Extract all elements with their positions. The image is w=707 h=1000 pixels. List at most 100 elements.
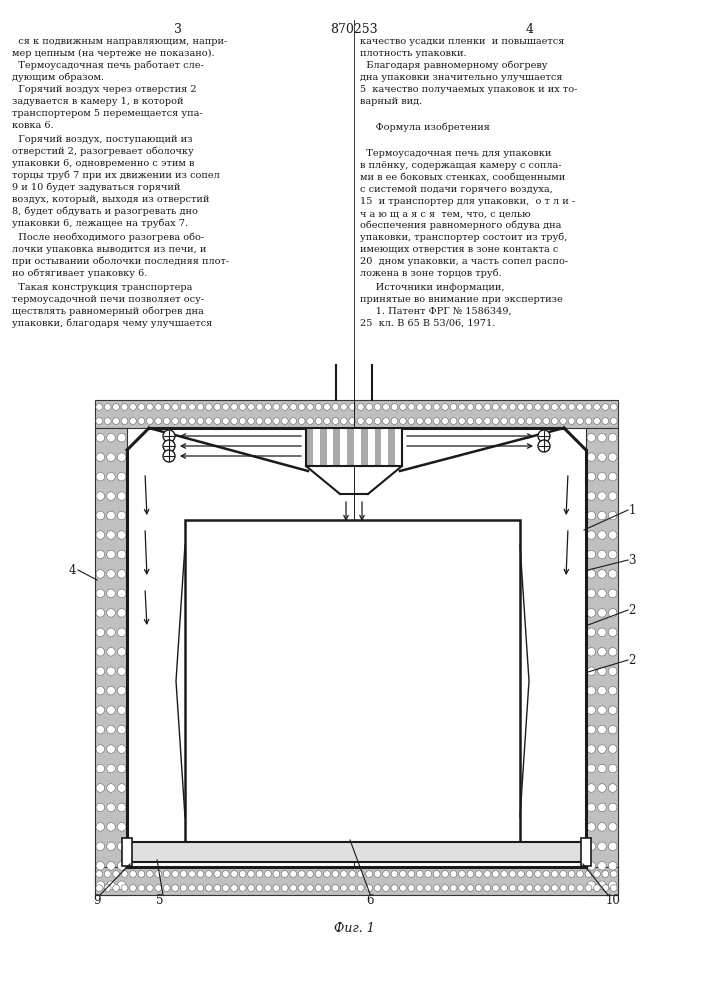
Circle shape — [587, 589, 595, 598]
Circle shape — [107, 511, 115, 520]
Text: задувается в камеру 1, в которой: задувается в камеру 1, в которой — [12, 97, 184, 106]
Circle shape — [117, 531, 126, 539]
Circle shape — [609, 453, 617, 461]
Circle shape — [568, 418, 575, 424]
Circle shape — [256, 418, 263, 424]
Circle shape — [117, 648, 126, 656]
Circle shape — [230, 418, 238, 424]
Text: 5: 5 — [156, 894, 164, 906]
Circle shape — [315, 418, 322, 424]
Circle shape — [568, 885, 575, 891]
Circle shape — [442, 418, 448, 424]
Circle shape — [560, 885, 566, 891]
Text: 9: 9 — [93, 894, 101, 906]
Circle shape — [96, 871, 103, 877]
Circle shape — [332, 871, 339, 877]
Circle shape — [281, 418, 288, 424]
Circle shape — [484, 871, 491, 877]
Circle shape — [104, 404, 111, 410]
Circle shape — [425, 885, 431, 891]
Circle shape — [492, 404, 499, 410]
Circle shape — [450, 404, 457, 410]
Circle shape — [597, 686, 607, 695]
Circle shape — [543, 885, 549, 891]
Circle shape — [96, 609, 105, 617]
Circle shape — [349, 418, 356, 424]
Circle shape — [107, 453, 115, 461]
Circle shape — [117, 511, 126, 520]
Circle shape — [96, 550, 105, 559]
Circle shape — [597, 706, 607, 714]
Circle shape — [189, 404, 195, 410]
Circle shape — [609, 784, 617, 792]
Circle shape — [96, 784, 105, 792]
Circle shape — [509, 418, 516, 424]
Circle shape — [594, 418, 600, 424]
Circle shape — [206, 404, 212, 410]
Circle shape — [341, 871, 347, 877]
Circle shape — [223, 404, 229, 410]
Circle shape — [155, 885, 162, 891]
Circle shape — [597, 725, 607, 734]
Bar — [586, 428, 618, 895]
Circle shape — [298, 404, 305, 410]
Bar — [95, 867, 618, 895]
Circle shape — [197, 404, 204, 410]
Circle shape — [459, 885, 465, 891]
Circle shape — [597, 628, 607, 637]
Circle shape — [307, 418, 313, 424]
Circle shape — [180, 871, 187, 877]
Circle shape — [107, 784, 115, 792]
Circle shape — [366, 885, 373, 891]
Circle shape — [374, 404, 381, 410]
Circle shape — [509, 885, 516, 891]
Circle shape — [96, 648, 105, 656]
Circle shape — [214, 418, 221, 424]
Circle shape — [597, 648, 607, 656]
Circle shape — [609, 648, 617, 656]
Circle shape — [247, 885, 255, 891]
Circle shape — [594, 871, 600, 877]
Circle shape — [609, 589, 617, 598]
Circle shape — [610, 871, 617, 877]
Bar — [313, 428, 320, 466]
Circle shape — [197, 885, 204, 891]
Circle shape — [526, 871, 533, 877]
Circle shape — [509, 871, 516, 877]
Circle shape — [501, 418, 508, 424]
Circle shape — [307, 404, 313, 410]
Circle shape — [391, 885, 398, 891]
Circle shape — [247, 871, 255, 877]
Circle shape — [290, 418, 297, 424]
Circle shape — [597, 881, 607, 890]
Circle shape — [594, 885, 600, 891]
Circle shape — [501, 885, 508, 891]
Circle shape — [349, 404, 356, 410]
Circle shape — [602, 871, 609, 877]
Circle shape — [587, 764, 595, 773]
Circle shape — [543, 871, 549, 877]
Circle shape — [526, 885, 533, 891]
Text: Термоусадочная печь работает сле-: Термоусадочная печь работает сле- — [12, 61, 204, 70]
Circle shape — [117, 686, 126, 695]
Circle shape — [587, 648, 595, 656]
Circle shape — [107, 589, 115, 598]
Circle shape — [239, 885, 246, 891]
Circle shape — [117, 725, 126, 734]
Circle shape — [518, 404, 525, 410]
Circle shape — [239, 871, 246, 877]
Text: 15  и транспортер для упаковки,  о т л и -: 15 и транспортер для упаковки, о т л и - — [360, 197, 575, 206]
Bar — [306, 428, 402, 466]
Circle shape — [382, 871, 390, 877]
Text: дна упаковки значительно улучшается: дна упаковки значительно улучшается — [360, 73, 563, 82]
Circle shape — [467, 871, 474, 877]
Circle shape — [609, 842, 617, 851]
Circle shape — [610, 418, 617, 424]
Circle shape — [315, 404, 322, 410]
Circle shape — [349, 871, 356, 877]
Circle shape — [597, 570, 607, 578]
Text: Такая конструкция транспортера: Такая конструкция транспортера — [12, 283, 192, 292]
Circle shape — [96, 881, 105, 890]
Circle shape — [290, 871, 297, 877]
Text: ковка 6.: ковка 6. — [12, 121, 54, 130]
